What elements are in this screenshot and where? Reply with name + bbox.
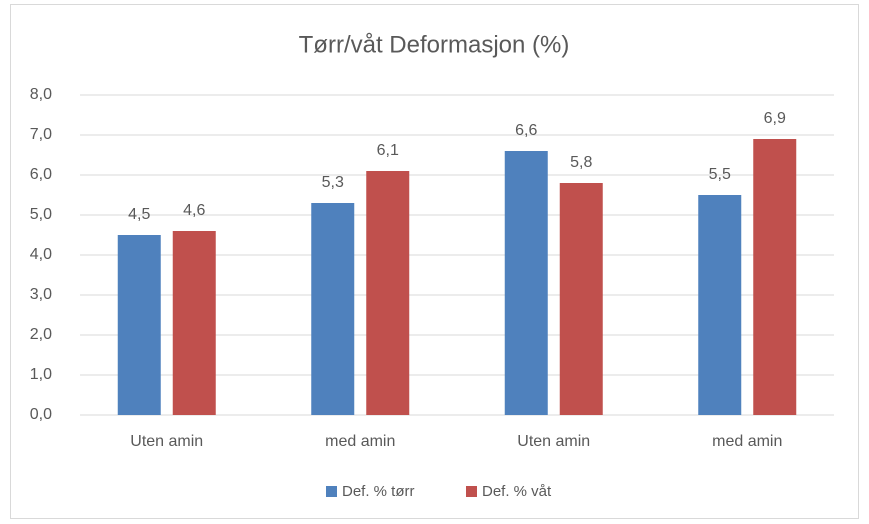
bar (172, 231, 216, 415)
chart-title: Tørr/våt Deformasjon (%) (299, 31, 570, 58)
data-label: 5,8 (570, 154, 592, 171)
legend-swatch (326, 486, 337, 497)
y-tick-label: 6,0 (30, 166, 52, 183)
data-label: 5,5 (709, 166, 731, 183)
y-tick-label: 0,0 (30, 406, 52, 423)
y-tick-label: 7,0 (30, 126, 52, 143)
legend-label: Def. % våt (482, 483, 552, 500)
data-label: 5,3 (322, 174, 344, 191)
x-tick-label: Uten amin (517, 433, 590, 450)
data-label: 4,5 (128, 206, 150, 223)
data-label: 6,1 (377, 142, 399, 159)
bar (366, 171, 410, 415)
x-tick-label: med amin (325, 433, 395, 450)
y-tick-label: 3,0 (30, 286, 52, 303)
bar (559, 183, 603, 415)
bar (311, 203, 355, 415)
y-tick-label: 8,0 (30, 86, 52, 103)
bar (117, 235, 161, 415)
y-tick-label: 4,0 (30, 246, 52, 263)
y-tick-label: 1,0 (30, 366, 52, 383)
x-tick-label: Uten amin (130, 433, 203, 450)
y-tick-label: 5,0 (30, 206, 52, 223)
data-label: 4,6 (183, 202, 205, 219)
legend-swatch (466, 486, 477, 497)
y-tick-label: 2,0 (30, 326, 52, 343)
data-label: 6,6 (515, 122, 537, 139)
x-tick-label: med amin (712, 433, 782, 450)
bar (698, 195, 742, 415)
bar (753, 139, 797, 415)
legend-label: Def. % tørr (342, 483, 415, 500)
bar (504, 151, 548, 415)
data-label: 6,9 (764, 110, 786, 127)
